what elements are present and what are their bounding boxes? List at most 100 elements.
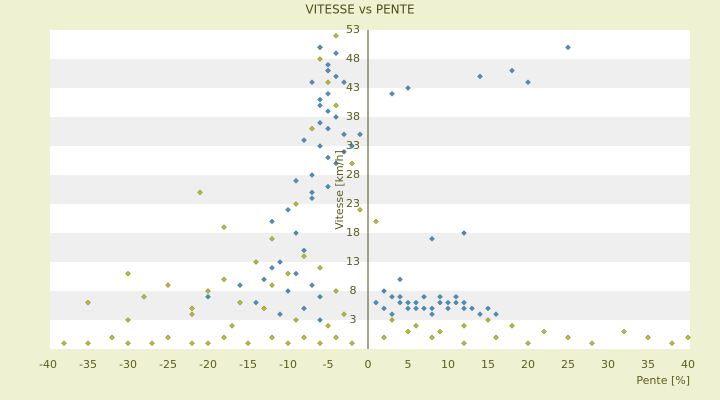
x-tick-label: 20 — [521, 358, 535, 371]
grid-band — [50, 117, 690, 146]
point — [341, 79, 347, 85]
x-tick-label: 35 — [641, 358, 655, 371]
y-tick-label: 8 — [350, 284, 357, 297]
point — [325, 125, 331, 132]
point — [293, 201, 299, 207]
point — [493, 311, 499, 317]
point — [253, 259, 259, 265]
point — [413, 305, 419, 312]
x-tick-label: 30 — [601, 358, 615, 371]
point — [165, 282, 171, 288]
y-tick-label: 48 — [346, 52, 360, 65]
point — [125, 340, 131, 346]
point — [541, 328, 547, 335]
x-tick-label: 25 — [561, 358, 575, 371]
point — [565, 334, 571, 341]
point — [317, 143, 323, 149]
point — [269, 282, 275, 288]
point — [317, 120, 323, 126]
x-tick-label: 5 — [405, 358, 412, 371]
point — [469, 305, 475, 312]
point — [509, 67, 515, 74]
point — [285, 340, 291, 346]
point — [325, 323, 331, 329]
point — [237, 282, 243, 288]
point — [685, 334, 691, 341]
point — [205, 340, 211, 346]
point — [397, 299, 403, 306]
point — [429, 311, 435, 317]
point — [317, 265, 323, 271]
point — [293, 270, 299, 277]
y-tick-label: 43 — [346, 81, 360, 94]
point — [525, 340, 531, 346]
point — [189, 305, 195, 312]
grid-band — [50, 175, 690, 204]
point — [373, 299, 379, 306]
point — [317, 56, 323, 62]
point — [397, 276, 403, 283]
x-tick-label: -20 — [199, 358, 217, 371]
point — [301, 305, 307, 312]
point — [477, 311, 483, 317]
x-axis-title: Pente [%] — [636, 374, 690, 387]
x-tick-label: -5 — [323, 358, 334, 371]
point — [405, 299, 411, 306]
point — [301, 137, 307, 143]
point — [389, 91, 395, 97]
point — [61, 340, 67, 346]
point — [493, 334, 499, 341]
point — [485, 317, 491, 323]
point — [461, 323, 467, 329]
y-axis-title: Vitesse [km/h] — [333, 150, 346, 230]
y-tick-label: 13 — [346, 255, 360, 268]
point — [421, 294, 427, 300]
point — [429, 334, 435, 341]
point — [349, 340, 355, 346]
point — [461, 305, 467, 312]
point — [445, 305, 451, 312]
point — [253, 299, 259, 306]
point — [269, 218, 275, 225]
point — [309, 282, 315, 288]
point — [333, 114, 339, 120]
grid-band — [50, 59, 690, 88]
y-tick-label: 53 — [346, 23, 360, 36]
point — [109, 334, 115, 341]
point — [429, 305, 435, 312]
point — [277, 259, 283, 265]
point — [389, 294, 395, 300]
x-tick-label: -30 — [119, 358, 137, 371]
point — [301, 253, 307, 259]
x-tick-label: 40 — [681, 358, 695, 371]
point — [453, 294, 459, 300]
point — [325, 62, 331, 68]
point — [293, 317, 299, 323]
point — [381, 288, 387, 294]
point — [293, 230, 299, 236]
chart-title: VITESSE vs PENTE — [305, 3, 414, 17]
y-tick-label: 18 — [346, 226, 360, 239]
point — [125, 317, 131, 323]
point — [405, 305, 411, 312]
point — [197, 189, 203, 196]
point — [373, 218, 379, 225]
point — [333, 50, 339, 56]
point — [205, 288, 211, 294]
point — [189, 311, 195, 317]
point — [301, 247, 307, 254]
point — [421, 305, 427, 312]
point — [357, 207, 363, 213]
point — [285, 288, 291, 294]
point — [85, 340, 91, 346]
x-tick-label: -35 — [79, 358, 97, 371]
point — [405, 328, 411, 335]
x-tick-label: 0 — [365, 358, 372, 371]
point — [509, 323, 515, 329]
x-tick-label: -40 — [39, 358, 57, 371]
point — [381, 305, 387, 312]
point — [397, 294, 403, 300]
point — [333, 334, 339, 341]
point — [341, 131, 347, 138]
